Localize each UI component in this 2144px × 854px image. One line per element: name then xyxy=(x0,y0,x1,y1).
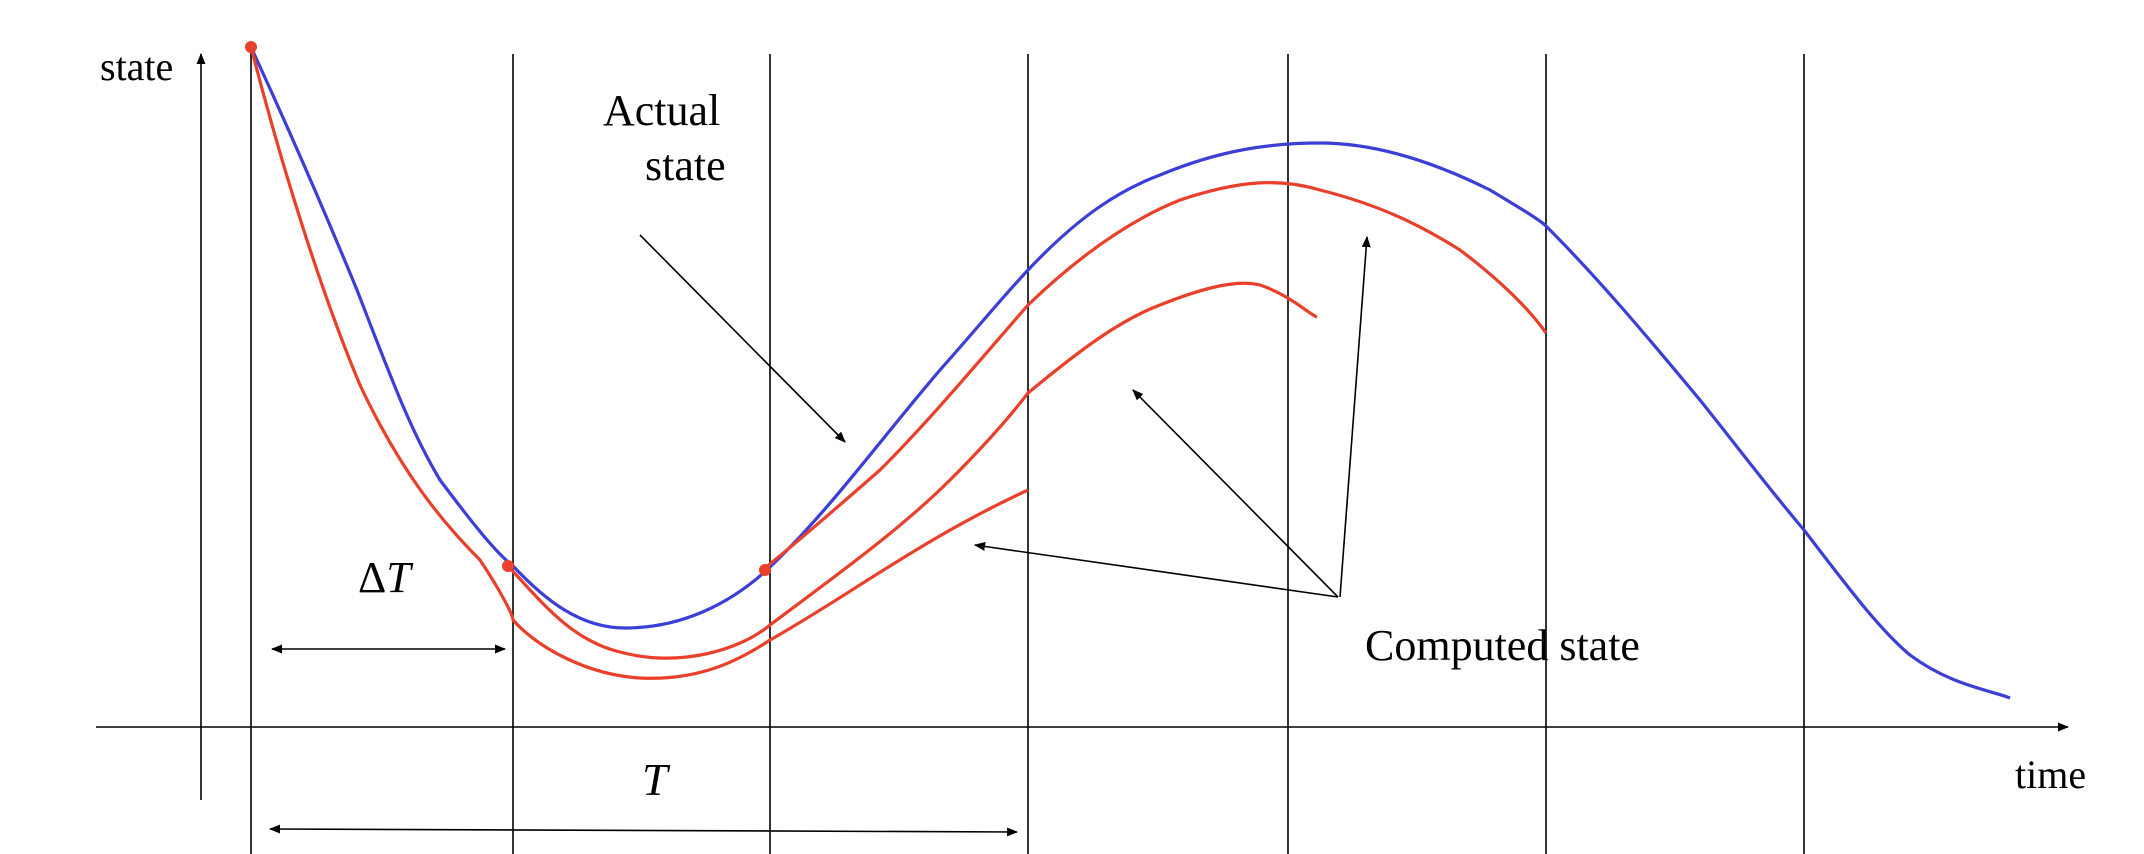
node-point-2 xyxy=(759,564,771,576)
actual-state-label-line2: state xyxy=(645,141,726,190)
computed-arrow-1 xyxy=(973,541,1339,598)
delta-variable: T xyxy=(386,553,414,602)
node-point-1 xyxy=(502,560,514,572)
y-axis-label: state xyxy=(100,44,173,89)
actual-state-arrow xyxy=(639,234,846,443)
delta-symbol: Δ xyxy=(358,553,386,602)
computed-curve-3 xyxy=(764,180,1548,570)
time-grid xyxy=(250,44,1805,854)
computed-curve-2 xyxy=(506,281,1318,660)
computed-arrow-3 xyxy=(1339,235,1371,598)
node-point-0 xyxy=(245,41,257,53)
delta-t-label: ΔT xyxy=(358,553,414,602)
horizon-label: T xyxy=(642,754,671,805)
x-axis-label: time xyxy=(2015,752,2086,797)
actual-state-label-line1: Actual xyxy=(603,86,720,135)
computed-curve-1 xyxy=(249,46,1029,680)
horizon-span xyxy=(268,824,1019,837)
computed-arrow-2 xyxy=(1132,389,1339,598)
actual-state-curve xyxy=(249,46,2011,700)
computed-state-label: Computed state xyxy=(1365,621,1640,670)
